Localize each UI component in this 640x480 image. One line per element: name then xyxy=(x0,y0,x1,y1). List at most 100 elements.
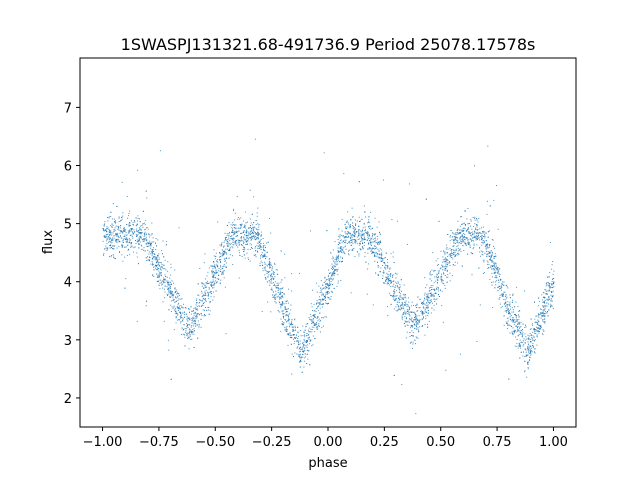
data-point xyxy=(264,267,266,269)
data-point xyxy=(155,264,156,266)
data-point xyxy=(164,285,166,287)
data-point xyxy=(220,262,222,263)
data-point xyxy=(106,234,108,235)
data-point xyxy=(227,243,229,245)
data-point xyxy=(325,283,327,285)
data-point xyxy=(388,283,389,284)
data-point xyxy=(222,252,224,254)
data-point xyxy=(214,266,216,267)
data-point xyxy=(440,276,442,278)
data-point xyxy=(189,329,191,331)
data-point xyxy=(111,223,113,225)
data-point xyxy=(541,333,543,335)
data-point xyxy=(179,298,181,300)
data-point xyxy=(157,259,159,261)
data-point xyxy=(111,255,112,257)
data-point xyxy=(377,274,379,276)
data-point xyxy=(195,317,197,319)
data-point xyxy=(114,221,116,222)
data-point xyxy=(226,239,228,241)
data-point xyxy=(197,294,199,296)
data-point xyxy=(156,245,157,247)
data-point xyxy=(475,229,477,230)
data-point xyxy=(243,247,245,249)
data-point xyxy=(332,274,334,276)
data-point xyxy=(175,312,177,314)
data-point xyxy=(405,302,407,304)
data-point xyxy=(529,345,531,347)
data-point xyxy=(236,196,238,198)
data-point xyxy=(415,343,416,345)
data-point xyxy=(521,336,523,338)
data-point xyxy=(447,274,449,276)
data-point xyxy=(120,237,122,239)
data-point xyxy=(394,292,396,294)
data-point xyxy=(515,301,517,303)
data-point xyxy=(107,233,109,235)
data-point xyxy=(330,277,332,279)
data-point xyxy=(488,246,490,248)
data-point xyxy=(510,315,512,316)
data-point xyxy=(136,230,138,232)
data-point xyxy=(213,255,215,257)
data-point xyxy=(333,260,335,262)
data-point xyxy=(376,226,378,228)
data-point xyxy=(112,245,114,247)
data-point xyxy=(460,236,462,238)
data-point xyxy=(510,308,512,310)
data-point xyxy=(548,309,550,311)
data-point xyxy=(433,271,435,273)
data-point xyxy=(436,303,437,305)
data-point xyxy=(132,224,134,225)
data-point xyxy=(541,311,543,313)
data-point xyxy=(310,316,312,318)
data-point xyxy=(138,240,140,242)
data-point xyxy=(279,296,281,298)
data-point xyxy=(453,252,455,253)
data-point xyxy=(380,258,382,260)
data-point xyxy=(316,325,318,327)
data-point xyxy=(145,243,147,245)
data-point xyxy=(542,299,543,301)
data-point xyxy=(305,326,307,328)
data-point xyxy=(384,282,386,284)
data-point xyxy=(261,311,263,312)
data-point xyxy=(151,249,153,251)
data-point xyxy=(262,270,264,272)
data-point xyxy=(249,227,251,229)
data-point xyxy=(139,218,140,220)
data-point xyxy=(354,230,355,232)
data-point xyxy=(348,223,350,225)
data-point xyxy=(253,231,255,233)
data-point xyxy=(212,291,214,293)
data-point xyxy=(229,231,230,233)
data-point xyxy=(333,257,334,259)
data-point xyxy=(479,239,481,241)
data-point xyxy=(416,304,418,306)
data-point xyxy=(426,296,428,298)
data-point xyxy=(460,216,462,217)
data-point xyxy=(333,287,335,289)
data-point xyxy=(370,248,372,250)
data-point xyxy=(138,230,140,232)
data-point xyxy=(153,266,154,268)
data-point xyxy=(425,298,427,300)
data-point xyxy=(345,236,347,238)
data-point xyxy=(228,250,230,251)
data-point xyxy=(452,253,454,254)
data-point xyxy=(196,308,198,310)
data-point xyxy=(348,241,350,243)
data-point xyxy=(430,312,432,314)
data-point xyxy=(275,281,277,283)
data-point xyxy=(398,301,400,303)
data-point xyxy=(492,307,494,309)
data-point xyxy=(364,211,366,213)
data-point xyxy=(148,243,149,245)
data-point xyxy=(435,260,437,262)
data-point xyxy=(539,327,541,329)
data-point xyxy=(427,309,429,311)
data-point xyxy=(510,319,512,321)
data-point xyxy=(527,334,529,336)
data-point xyxy=(358,253,360,255)
data-point xyxy=(198,326,200,328)
